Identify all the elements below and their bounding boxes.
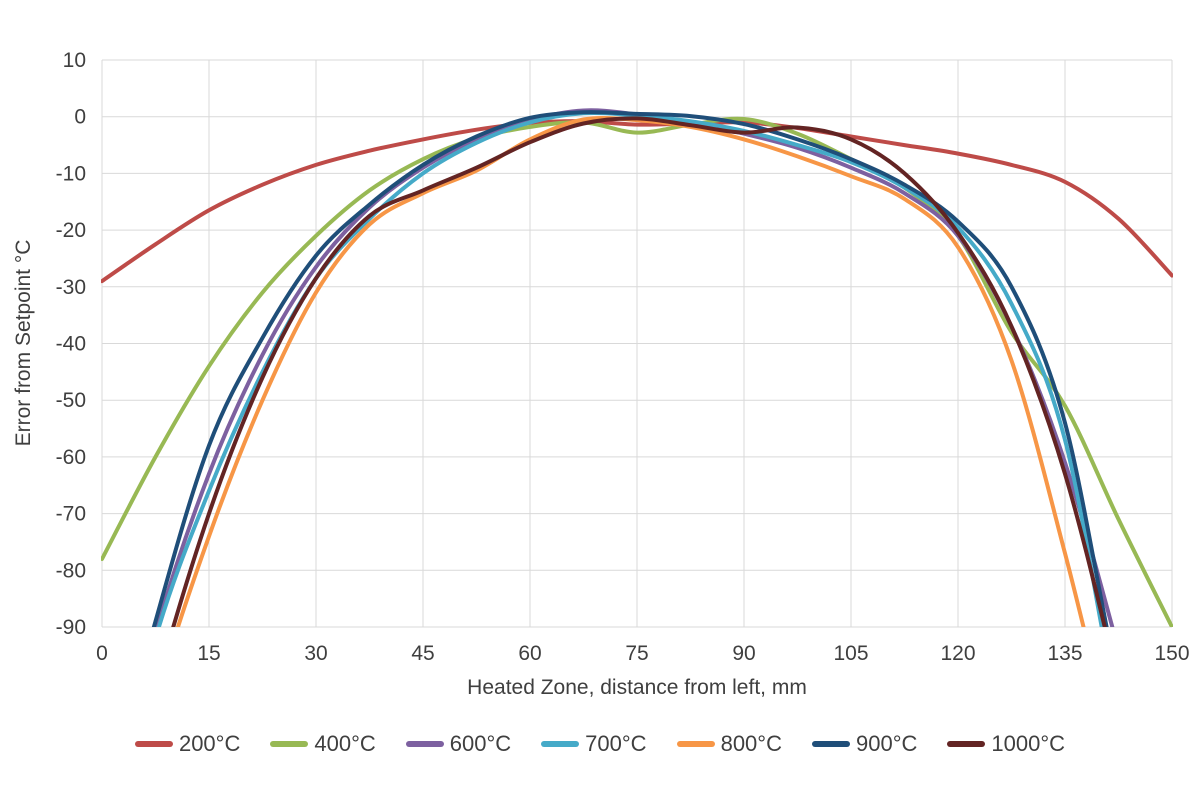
x-tick-label: 0 (96, 642, 108, 665)
legend-swatch (405, 741, 444, 747)
legend-label: 900°C (855, 731, 918, 756)
y-tick-label: -70 (56, 503, 86, 526)
x-tick-label: 105 (833, 642, 868, 665)
legend-label: 700°C (585, 731, 647, 756)
series-line-900c (151, 110, 1109, 627)
legend-label: 200°C (178, 731, 241, 756)
x-tick-label: 120 (940, 642, 975, 665)
legend-item-200c: 200°C (134, 731, 241, 757)
legend-item-900c: 900°C (811, 731, 918, 757)
legend-swatch (676, 741, 715, 747)
y-tick-label: -50 (56, 389, 86, 412)
legend-label: 600°C (449, 731, 512, 756)
x-tick-label: 75 (625, 642, 648, 665)
y-tick-label: -90 (56, 616, 86, 639)
legend-swatch (541, 741, 580, 747)
y-tick-label: -30 (56, 276, 86, 299)
x-tick-label: 30 (304, 642, 327, 665)
y-tick-label: -10 (56, 162, 86, 185)
y-tick-label: 0 (74, 106, 86, 129)
x-tick-label: 60 (518, 642, 541, 665)
legend-item-700c: 700°C (541, 731, 647, 757)
x-tick-label: 90 (732, 642, 755, 665)
series-line-1000c (171, 116, 1107, 627)
x-tick-label: 45 (411, 642, 434, 665)
legend-swatch (134, 741, 173, 747)
axis-tick-labels: 10 0 -10 -20 -30 -40 -50 -60 -70 -80 -90 0 15 30 45 60 7… (56, 49, 1190, 665)
series-lines (101, 108, 1173, 627)
legend-item-800c: 800°C (676, 731, 782, 757)
series-line-200c (101, 119, 1173, 284)
legend-label: 800°C (720, 731, 782, 756)
x-axis-title: Heated Zone, distance from left, mm (467, 676, 807, 699)
x-tick-label: 150 (1154, 642, 1189, 665)
legend-swatch (811, 741, 850, 747)
gridlines (101, 59, 1173, 628)
legend-label: 1000°C (991, 731, 1066, 756)
legend-item-400c: 400°C (270, 731, 376, 757)
x-tick-label: 135 (1047, 642, 1082, 665)
legend-swatch (270, 741, 309, 747)
y-axis-title: Error from Setpoint °C (12, 240, 35, 447)
y-tick-label: -20 (56, 219, 86, 242)
legend-swatch (947, 741, 986, 747)
y-tick-label: 10 (63, 49, 86, 72)
legend-item-600c: 600°C (405, 731, 512, 757)
legend-label: 400°C (314, 731, 376, 756)
legend-item-1000c: 1000°C (947, 731, 1065, 757)
x-tick-label: 15 (197, 642, 220, 665)
y-tick-label: -60 (56, 446, 86, 469)
chart-legend: 200°C 400°C 600°C 700°C 800°C 900°C 1000°C (0, 718, 1200, 770)
line-chart: 10 0 -10 -20 -30 -40 -50 -60 -70 -80 -90 0 15 30 45 60 7… (12, 49, 1190, 699)
y-tick-label: -40 (56, 333, 86, 356)
y-tick-label: -80 (56, 559, 86, 582)
